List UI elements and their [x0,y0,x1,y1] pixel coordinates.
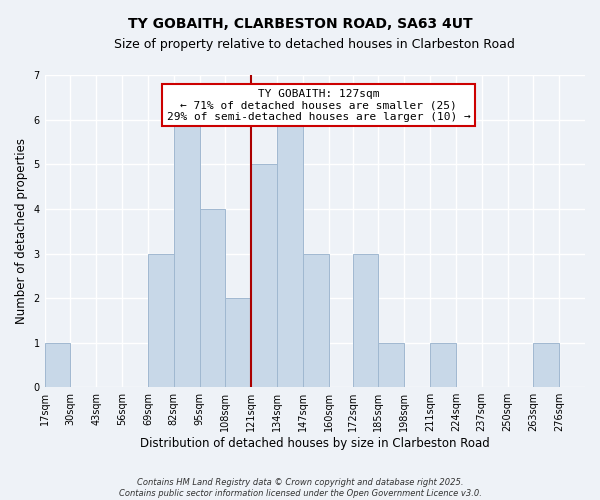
Bar [200,209,226,387]
Bar [251,164,277,387]
Bar [148,254,174,387]
Bar [533,342,559,387]
Y-axis label: Number of detached properties: Number of detached properties [15,138,28,324]
Bar [303,254,329,387]
Text: Contains HM Land Registry data © Crown copyright and database right 2025.
Contai: Contains HM Land Registry data © Crown c… [119,478,481,498]
Title: Size of property relative to detached houses in Clarbeston Road: Size of property relative to detached ho… [115,38,515,51]
Bar [174,120,200,387]
Bar [379,342,404,387]
Bar [353,254,379,387]
Bar [226,298,251,387]
Text: TY GOBAITH, CLARBESTON ROAD, SA63 4UT: TY GOBAITH, CLARBESTON ROAD, SA63 4UT [128,18,472,32]
X-axis label: Distribution of detached houses by size in Clarbeston Road: Distribution of detached houses by size … [140,437,490,450]
Bar [44,342,70,387]
Text: TY GOBAITH: 127sqm
← 71% of detached houses are smaller (25)
29% of semi-detache: TY GOBAITH: 127sqm ← 71% of detached hou… [167,88,470,122]
Bar [277,120,303,387]
Bar [430,342,456,387]
